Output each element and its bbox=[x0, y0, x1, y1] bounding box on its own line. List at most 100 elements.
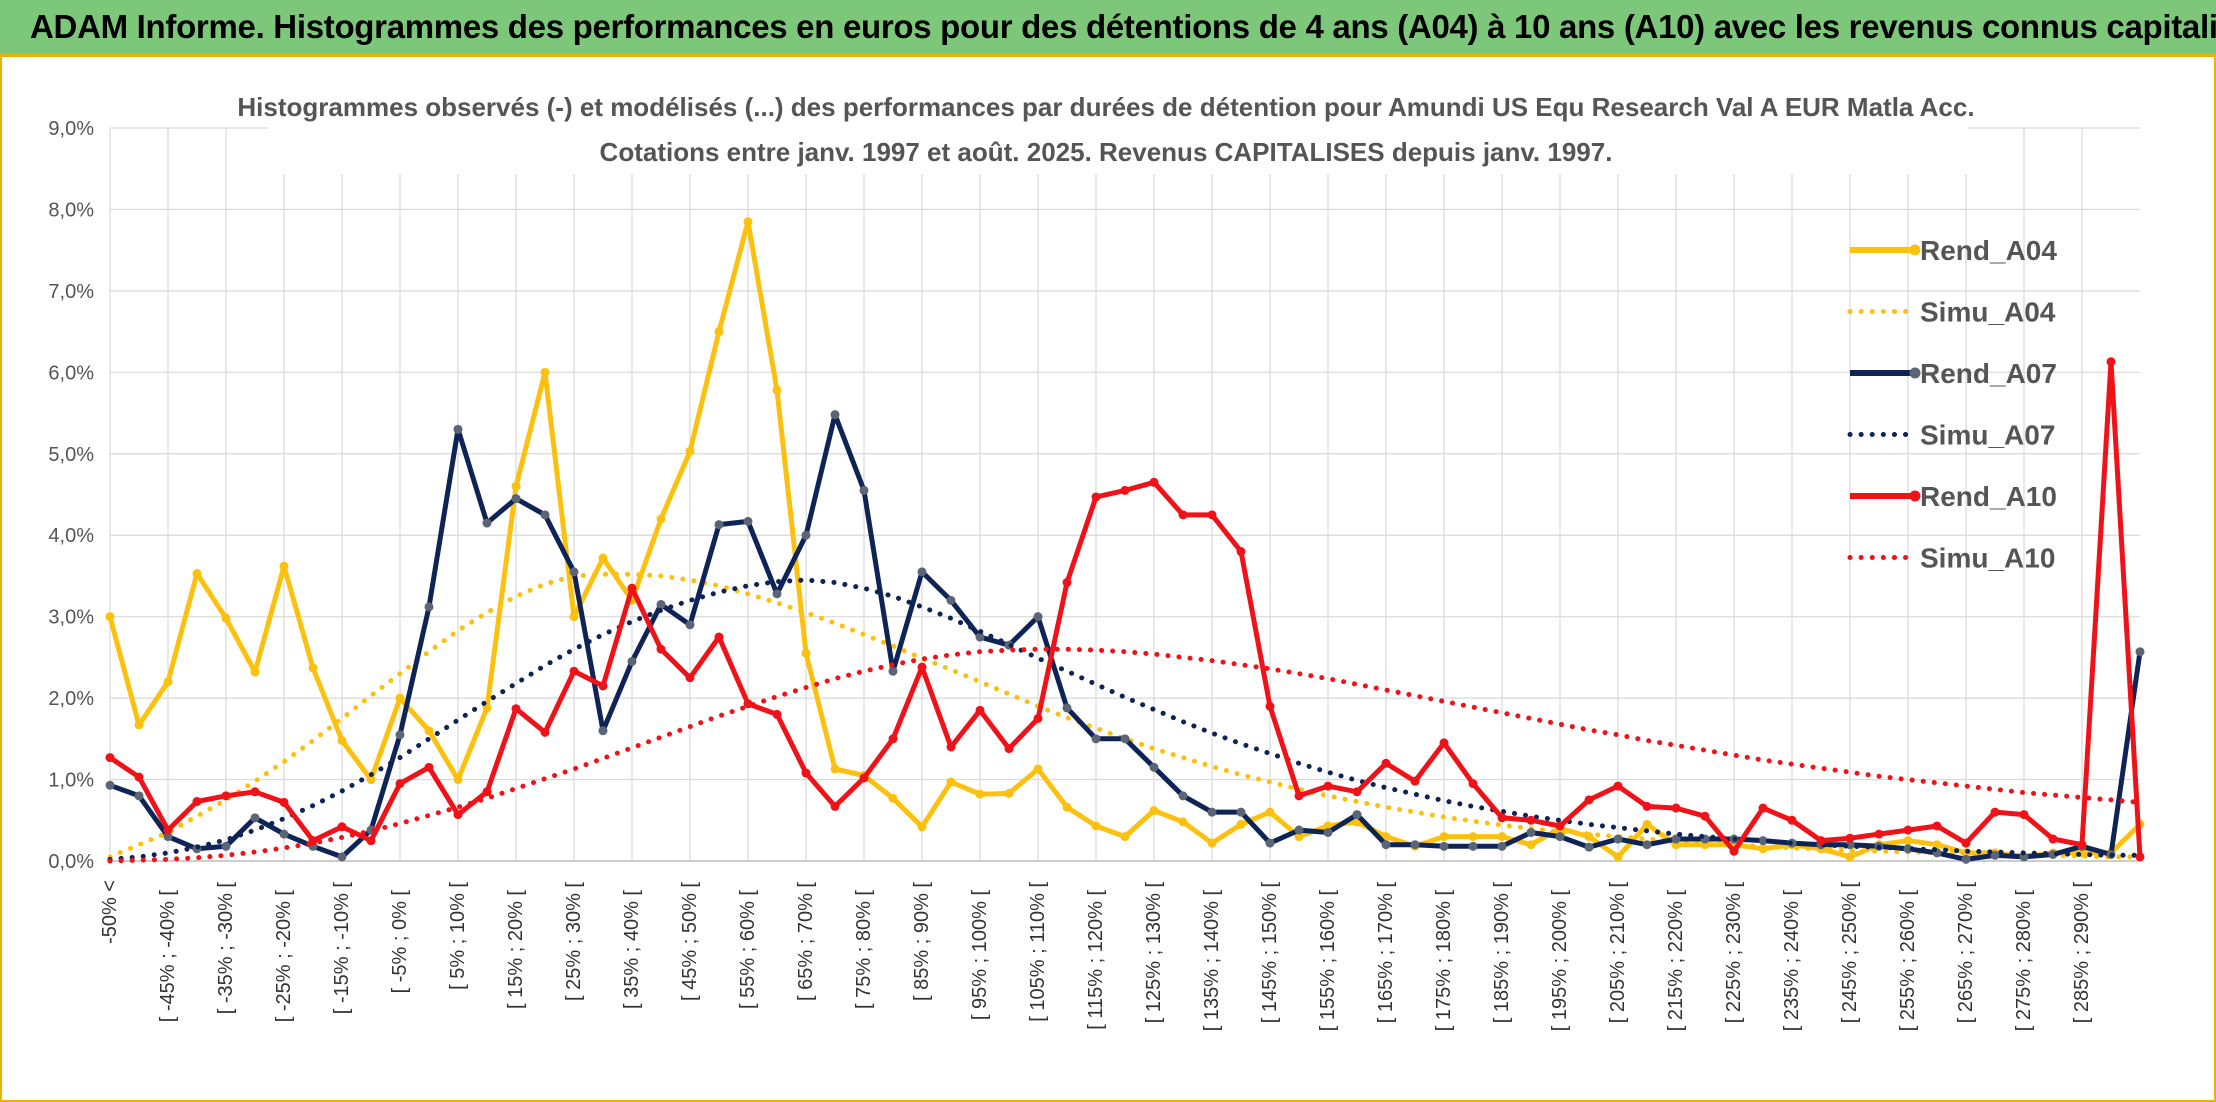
data-point bbox=[743, 217, 753, 227]
x-tick-label: [ -45% ; -40% [ bbox=[157, 890, 179, 1023]
x-tick-label: [ 15% ; 20% [ bbox=[505, 890, 527, 1009]
y-tick-label: 2,0% bbox=[48, 688, 94, 710]
x-tick-label: [ 255% ; 260% [ bbox=[1897, 890, 1919, 1032]
x-tick-label: [ 55% ; 60% [ bbox=[737, 890, 759, 1009]
data-point bbox=[1961, 838, 1971, 848]
data-point bbox=[917, 567, 927, 577]
data-point bbox=[1642, 819, 1652, 829]
data-point bbox=[656, 599, 666, 609]
x-tick-label: [ -25% ; -20% [ bbox=[273, 890, 295, 1023]
data-point bbox=[1323, 827, 1333, 837]
x-tick-label: [ 155% ; 160% [ bbox=[1317, 890, 1339, 1032]
data-point bbox=[1468, 832, 1478, 842]
chart-subtitle: Cotations entre janv. 1997 et août. 2025… bbox=[600, 137, 1613, 167]
series-layer bbox=[105, 217, 2145, 864]
data-point bbox=[1729, 846, 1739, 856]
data-point bbox=[1294, 832, 1304, 842]
data-point bbox=[1091, 492, 1101, 502]
legend-item-rend-a04: Rend_A04 bbox=[1850, 235, 2057, 266]
data-point bbox=[1236, 547, 1246, 557]
page-title: ADAM Informe. Histogrammes des performan… bbox=[30, 8, 2216, 45]
data-point bbox=[366, 775, 376, 785]
data-point bbox=[221, 791, 231, 801]
x-tick-label: [ -15% ; -10% [ bbox=[331, 882, 353, 1015]
data-point bbox=[1352, 787, 1362, 797]
data-point bbox=[1091, 734, 1101, 744]
x-tick-label: [ 85% ; 90% [ bbox=[911, 882, 933, 1001]
data-point bbox=[424, 762, 434, 772]
data-point bbox=[1294, 791, 1304, 801]
data-point bbox=[1584, 795, 1594, 805]
data-point bbox=[1874, 829, 1884, 839]
data-point bbox=[540, 367, 550, 377]
x-tick-label: [ 285% ; 290% [ bbox=[2071, 882, 2093, 1024]
data-point bbox=[395, 779, 405, 789]
data-point bbox=[1149, 762, 1159, 772]
legend-marker bbox=[1909, 490, 1921, 502]
data-point bbox=[714, 520, 724, 530]
data-point bbox=[598, 726, 608, 736]
data-point bbox=[1526, 815, 1536, 825]
legend-item-rend-a10: Rend_A10 bbox=[1850, 481, 2057, 512]
data-point bbox=[743, 699, 753, 709]
x-tick-label: [ 275% ; 280% [ bbox=[2013, 890, 2035, 1032]
data-point bbox=[279, 797, 289, 807]
data-point bbox=[2048, 834, 2058, 844]
data-point bbox=[1526, 827, 1536, 837]
data-point bbox=[1613, 852, 1623, 862]
data-point bbox=[1178, 817, 1188, 827]
y-tick-label: 9,0% bbox=[48, 118, 94, 140]
data-point bbox=[395, 730, 405, 740]
x-tick-label: [ -5% ; 0% [ bbox=[389, 890, 411, 994]
data-point bbox=[1091, 821, 1101, 831]
x-tick-label: [ 35% ; 40% [ bbox=[621, 890, 643, 1009]
data-point bbox=[569, 666, 579, 676]
data-point bbox=[1468, 841, 1478, 851]
chart-frame bbox=[0, 57, 2216, 1102]
data-point bbox=[366, 836, 376, 846]
data-point bbox=[830, 764, 840, 774]
chart-title: Histogrammes observés (-) et modélisés (… bbox=[237, 92, 1974, 122]
data-point bbox=[1671, 834, 1681, 844]
data-point bbox=[1236, 807, 1246, 817]
data-point bbox=[1120, 485, 1130, 495]
data-point bbox=[1033, 764, 1043, 774]
data-point bbox=[453, 810, 463, 820]
data-point bbox=[1961, 854, 1971, 864]
data-point bbox=[656, 644, 666, 654]
x-tick-label: [ 205% ; 210% [ bbox=[1607, 882, 1629, 1024]
data-point bbox=[917, 662, 927, 672]
x-tick-label: [ 5% ; 10% [ bbox=[447, 882, 469, 990]
data-point bbox=[482, 518, 492, 528]
data-point bbox=[656, 514, 666, 524]
series-rend-a04 bbox=[105, 217, 2145, 862]
data-point bbox=[540, 727, 550, 737]
data-point bbox=[598, 681, 608, 691]
data-point bbox=[859, 485, 869, 495]
data-point bbox=[337, 822, 347, 832]
y-tick-label: 5,0% bbox=[48, 444, 94, 466]
data-point bbox=[1236, 819, 1246, 829]
data-point bbox=[569, 567, 579, 577]
data-point bbox=[1497, 813, 1507, 823]
data-point bbox=[1207, 838, 1217, 848]
data-point bbox=[975, 789, 985, 799]
data-point bbox=[830, 801, 840, 811]
data-point bbox=[772, 385, 782, 395]
data-point bbox=[192, 797, 202, 807]
data-point bbox=[1497, 832, 1507, 842]
data-point bbox=[685, 620, 695, 630]
y-tick-label: 0,0% bbox=[48, 851, 94, 873]
data-point bbox=[888, 666, 898, 676]
data-point bbox=[714, 632, 724, 642]
data-point bbox=[1352, 810, 1362, 820]
data-point bbox=[772, 589, 782, 599]
data-point bbox=[1149, 806, 1159, 816]
y-tick-label: 3,0% bbox=[48, 607, 94, 629]
data-point bbox=[424, 726, 434, 736]
data-point bbox=[163, 677, 173, 687]
data-point bbox=[1323, 781, 1333, 791]
legend: Rend_A04 Simu_A04 Rend_A07 Simu_A07 Rend_A10… bbox=[1847, 235, 2057, 574]
data-point bbox=[1062, 802, 1072, 812]
